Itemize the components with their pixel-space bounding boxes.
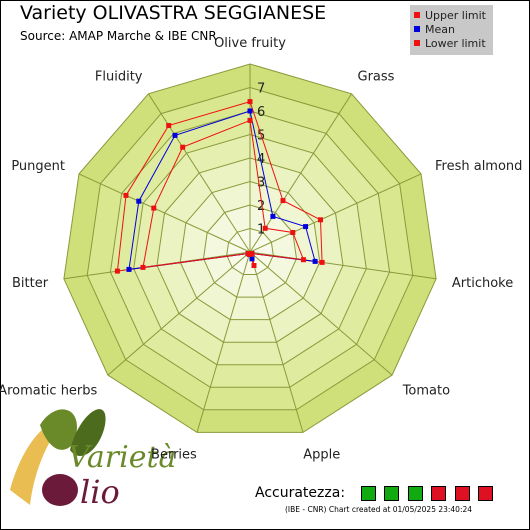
series-point — [270, 213, 276, 219]
grid-spoke — [249, 251, 437, 280]
accuracy-box — [408, 486, 423, 501]
axis-label: Fresh almond — [435, 159, 522, 174]
radial-tick-label: 3 — [257, 176, 265, 191]
legend-item-lower: Lower limit — [414, 37, 486, 51]
chart-source: Source: AMAP Marche & IBE CNR — [20, 29, 217, 43]
series-point — [180, 144, 186, 150]
axis-label: Artichoke — [452, 276, 513, 291]
varieta-olio-logo: Varietà lio — [10, 409, 176, 511]
series-point — [318, 217, 323, 223]
legend-swatch — [414, 26, 420, 32]
series-point — [247, 117, 253, 123]
accuracy-box — [361, 486, 376, 501]
series-point — [136, 198, 142, 204]
grid-spoke — [249, 173, 422, 253]
series-point — [151, 205, 157, 211]
accuracy-box — [455, 486, 470, 501]
svg-text:lio: lio — [80, 473, 120, 511]
grid-spoke — [249, 251, 304, 433]
series-point — [251, 263, 257, 268]
accuracy-box — [384, 486, 399, 501]
grid-spoke — [249, 251, 393, 376]
grid-spoke — [249, 93, 353, 253]
axis-label: Apple — [303, 448, 340, 463]
grid-spoke — [196, 251, 251, 433]
series-point — [123, 192, 129, 198]
accuracy-label: Accuratezza: — [255, 485, 346, 501]
accuracy-box — [478, 486, 493, 501]
series-point — [172, 132, 178, 138]
series-point — [319, 259, 325, 265]
series-point — [280, 198, 286, 204]
series-point — [290, 230, 296, 235]
axis-label: Aromatic herbs — [0, 384, 98, 399]
legend-item-upper: Upper limit — [414, 9, 486, 23]
legend: Upper limit Mean Lower limit — [410, 5, 493, 55]
axis-label: Olive fruity — [214, 36, 286, 51]
series-point — [166, 123, 172, 128]
legend-item-mean: Mean — [414, 23, 455, 37]
radial-tick-label: 1 — [257, 223, 265, 238]
series-point — [245, 251, 251, 256]
radial-tick-label: 2 — [257, 199, 265, 214]
axis-label: Bitter — [12, 276, 49, 291]
grid-spoke — [78, 173, 251, 253]
series-point — [262, 225, 268, 231]
series-point — [247, 99, 253, 105]
axis-label: Grass — [358, 69, 395, 84]
grid-spoke — [107, 251, 251, 376]
series-point — [140, 264, 146, 270]
chart-title: Variety OLIVASTRA SEGGIANESE — [20, 2, 327, 24]
axis-label: Fluidity — [95, 69, 143, 84]
legend-swatch — [414, 12, 420, 18]
series-point — [301, 257, 306, 263]
grid-spoke — [147, 93, 251, 253]
radial-tick-label: 6 — [257, 105, 265, 120]
radial-tick-label: 7 — [257, 82, 265, 97]
svg-text:Varietà: Varietà — [68, 440, 176, 475]
series-point — [303, 224, 309, 230]
axis-label: Berries — [151, 448, 197, 463]
axis-label: Pungent — [11, 159, 65, 174]
accuracy-box — [431, 486, 446, 501]
series-point — [247, 108, 253, 114]
series-point — [312, 258, 318, 264]
series-point — [114, 268, 120, 274]
legend-label: Mean — [425, 23, 455, 36]
legend-swatch — [414, 40, 420, 46]
legend-label: Upper limit — [425, 9, 486, 22]
series-point — [249, 256, 255, 262]
legend-label: Lower limit — [425, 37, 486, 50]
axis-label: Tomato — [402, 384, 450, 399]
footer-note: (IBE - CNR) Chart created at 01/05/2025 … — [285, 505, 473, 514]
radial-tick-label: 4 — [257, 152, 265, 167]
series-point — [126, 266, 132, 272]
